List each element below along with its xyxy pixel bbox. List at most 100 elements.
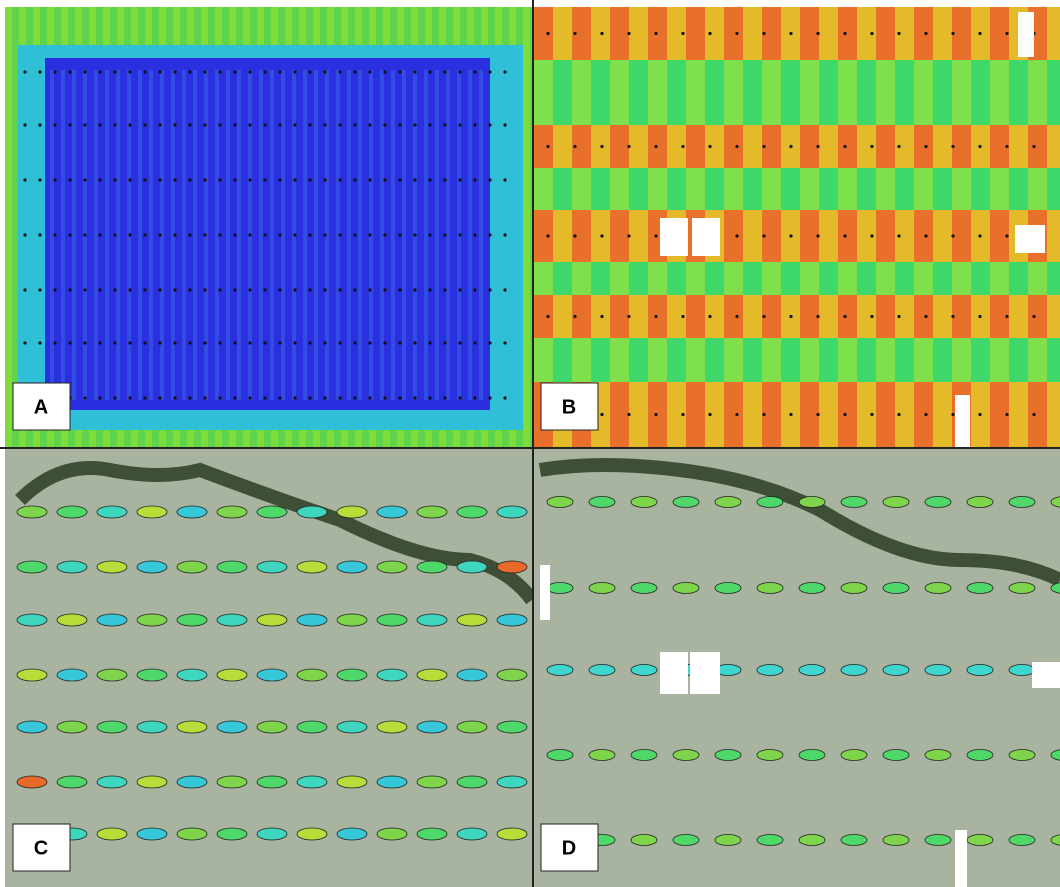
stripe xyxy=(347,70,351,400)
dot xyxy=(1005,315,1008,318)
dot xyxy=(762,315,765,318)
ellipse xyxy=(417,561,447,573)
dot xyxy=(924,315,927,318)
dot xyxy=(870,32,873,35)
cell xyxy=(1009,125,1028,168)
ellipse xyxy=(137,828,167,840)
cell xyxy=(629,60,648,125)
dot xyxy=(708,32,711,35)
ellipse xyxy=(417,506,447,518)
stripe xyxy=(94,70,98,400)
ellipse xyxy=(137,721,167,733)
dot xyxy=(53,123,56,126)
stripe xyxy=(270,70,274,400)
ellipse xyxy=(967,750,993,761)
cell xyxy=(553,125,572,168)
ellipse xyxy=(57,776,87,788)
cell xyxy=(534,295,553,338)
dot xyxy=(353,233,356,236)
stripe xyxy=(281,70,285,400)
cell xyxy=(819,338,838,382)
dot xyxy=(83,233,86,236)
stripe xyxy=(182,70,186,400)
dot xyxy=(308,123,311,126)
ellipse xyxy=(967,497,993,508)
stripe xyxy=(138,70,142,400)
dot xyxy=(128,123,131,126)
dot xyxy=(233,123,236,126)
cell xyxy=(914,262,933,295)
dot xyxy=(627,315,630,318)
dot xyxy=(488,396,491,399)
panel-label: A xyxy=(34,396,48,418)
cell xyxy=(724,60,743,125)
dot xyxy=(398,341,401,344)
cell xyxy=(876,60,895,125)
cell xyxy=(876,7,895,60)
dot xyxy=(488,341,491,344)
cell xyxy=(743,60,762,125)
figure: ABCD xyxy=(0,0,1060,887)
cell xyxy=(819,125,838,168)
panel-label: D xyxy=(562,837,576,859)
cell xyxy=(800,338,819,382)
dot xyxy=(68,341,71,344)
ellipse xyxy=(547,750,573,761)
field xyxy=(45,58,490,410)
ellipse xyxy=(57,506,87,518)
panel-label: C xyxy=(34,837,48,859)
dot xyxy=(293,123,296,126)
dot xyxy=(128,341,131,344)
cell xyxy=(534,262,553,295)
cell xyxy=(990,262,1009,295)
dot xyxy=(233,178,236,181)
cell xyxy=(952,262,971,295)
dot xyxy=(53,233,56,236)
cell xyxy=(762,60,781,125)
dot xyxy=(383,341,386,344)
cell xyxy=(724,7,743,60)
dot xyxy=(383,233,386,236)
cell xyxy=(800,60,819,125)
dot xyxy=(573,145,576,148)
dot xyxy=(398,396,401,399)
stripe xyxy=(402,70,406,400)
dot xyxy=(546,145,549,148)
dot xyxy=(113,396,116,399)
ellipse xyxy=(1009,497,1035,508)
ellipse xyxy=(377,776,407,788)
dot xyxy=(158,288,161,291)
ellipse xyxy=(631,750,657,761)
dot xyxy=(654,234,657,237)
cell xyxy=(591,60,610,125)
dot xyxy=(248,233,251,236)
ellipse xyxy=(883,497,909,508)
dot xyxy=(218,233,221,236)
ellipse xyxy=(589,583,615,594)
cell xyxy=(591,338,610,382)
dot xyxy=(233,396,236,399)
ellipse xyxy=(1009,583,1035,594)
dot xyxy=(870,234,873,237)
dot xyxy=(128,396,131,399)
dot xyxy=(654,32,657,35)
dot xyxy=(278,123,281,126)
dot xyxy=(1005,145,1008,148)
ellipse xyxy=(799,497,825,508)
dot xyxy=(188,341,191,344)
cell xyxy=(857,338,876,382)
cell xyxy=(819,295,838,338)
cell xyxy=(895,262,914,295)
dot xyxy=(218,70,221,73)
stripe xyxy=(215,70,219,400)
dot xyxy=(546,315,549,318)
stripe xyxy=(391,70,395,400)
ellipse xyxy=(417,776,447,788)
cell xyxy=(838,262,857,295)
dot xyxy=(188,178,191,181)
cell xyxy=(610,60,629,125)
dot xyxy=(278,288,281,291)
dot xyxy=(897,145,900,148)
cell xyxy=(838,295,857,338)
cell xyxy=(971,168,990,210)
